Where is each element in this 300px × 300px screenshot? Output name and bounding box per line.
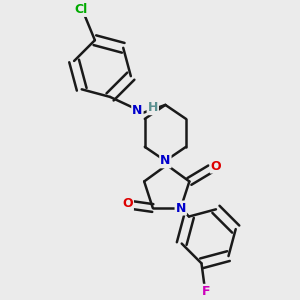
Text: O: O [122, 197, 133, 210]
Text: N: N [176, 202, 186, 214]
Text: O: O [211, 160, 221, 172]
Text: H: H [148, 101, 158, 114]
Text: N: N [160, 154, 171, 167]
Text: Cl: Cl [74, 3, 88, 16]
Text: F: F [201, 285, 210, 298]
Text: N: N [132, 104, 142, 117]
